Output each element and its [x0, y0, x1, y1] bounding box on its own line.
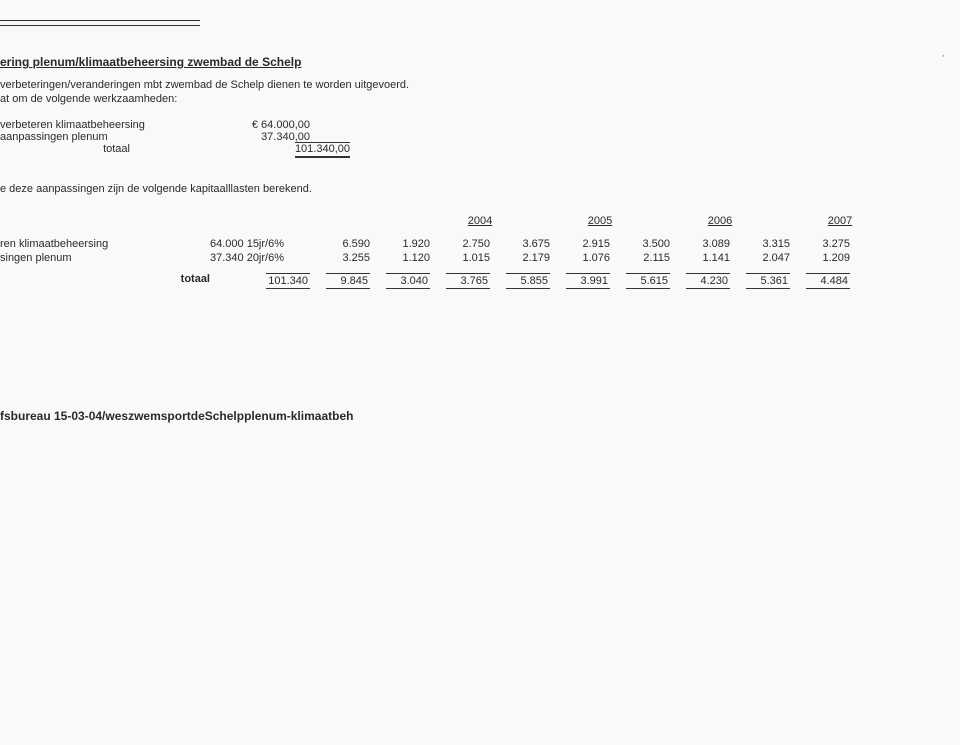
cost-value: € 64.000,00 — [210, 119, 310, 131]
cost-total-label: totaal — [0, 143, 170, 155]
detail-cell: 3.675 — [490, 238, 550, 250]
detail-cell: 6.590 — [310, 238, 370, 250]
cost-label: aanpassingen plenum — [0, 131, 210, 143]
detail-cell: 1.920 — [370, 238, 430, 250]
detail-total-cell: 3.765 — [430, 273, 490, 289]
detail-total-cell: 5.855 — [490, 273, 550, 289]
detail-total-cell: 3.040 — [370, 273, 430, 289]
detail-total-cell: 4.230 — [670, 273, 730, 289]
document-title: ering plenum/klimaatbeheersing zwembad d… — [0, 55, 960, 69]
detail-cell: 2.115 — [610, 252, 670, 264]
detail-cell: 1.076 — [550, 252, 610, 264]
year-header: 2006 — [660, 215, 780, 227]
detail-cell: 3.315 — [730, 238, 790, 250]
corner-mark: · — [941, 50, 945, 62]
year-header: 2007 — [780, 215, 900, 227]
detail-term: 64.000 15jr/6% — [210, 238, 310, 250]
detail-row: ren klimaatbeheersing 64.000 15jr/6% 6.5… — [0, 237, 960, 251]
detail-cell: 2.915 — [550, 238, 610, 250]
cost-row: verbeteren klimaatbeheersing € 64.000,00 — [0, 119, 960, 131]
year-header: 2005 — [540, 215, 660, 227]
year-header-row: 2004 2005 2006 2007 — [0, 215, 960, 227]
detail-total-row: totaal 101.340 9.845 3.040 3.765 5.855 3… — [0, 273, 960, 289]
detail-cell: 1.120 — [370, 252, 430, 264]
detail-total-label: totaal — [150, 273, 210, 289]
detail-desc: singen plenum — [0, 252, 210, 264]
footer-text: fsbureau 15-03-04/weszwemsportdeSchelppl… — [0, 409, 960, 423]
document-page: · ering plenum/klimaatbeheersing zwembad… — [0, 0, 960, 745]
intro-line-1: verbeteringen/veranderingen mbt zwembad … — [0, 79, 960, 91]
detail-cell: 1.141 — [670, 252, 730, 264]
detail-total-amount: 101.340 — [210, 273, 310, 289]
detail-desc: ren klimaatbeheersing — [0, 238, 210, 250]
detail-total-cell: 4.484 — [790, 273, 850, 289]
detail-cell: 2.750 — [430, 238, 490, 250]
cost-label: verbeteren klimaatbeheersing — [0, 119, 210, 131]
detail-cell: 3.255 — [310, 252, 370, 264]
detail-row: singen plenum 37.340 20jr/6% 3.255 1.120… — [0, 251, 960, 265]
cost-row: aanpassingen plenum 37.340,00 — [0, 131, 960, 143]
detail-table: ren klimaatbeheersing 64.000 15jr/6% 6.5… — [0, 237, 960, 265]
detail-cell: 1.015 — [430, 252, 490, 264]
cost-total-row: totaal 101.340,00 — [0, 143, 960, 155]
detail-total-cell: 3.991 — [550, 273, 610, 289]
rule-line — [0, 20, 200, 22]
detail-total-cell: 5.361 — [730, 273, 790, 289]
detail-cell: 2.047 — [730, 252, 790, 264]
detail-cell: 1.209 — [790, 252, 850, 264]
detail-cell: 3.275 — [790, 238, 850, 250]
rule-line — [0, 25, 200, 27]
cost-total-value: 101.340,00 — [250, 143, 350, 155]
detail-total-cell: 5.615 — [610, 273, 670, 289]
detail-cell: 3.089 — [670, 238, 730, 250]
detail-total-cell: 9.845 — [310, 273, 370, 289]
cost-summary-table: verbeteren klimaatbeheersing € 64.000,00… — [0, 119, 960, 155]
mid-sentence: e deze aanpassingen zijn de volgende kap… — [0, 183, 960, 195]
detail-term: 37.340 20jr/6% — [210, 252, 310, 264]
year-header: 2004 — [420, 215, 540, 227]
detail-cell: 2.179 — [490, 252, 550, 264]
intro-line-2: at om de volgende werkzaamheden: — [0, 93, 960, 105]
detail-cell: 3.500 — [610, 238, 670, 250]
